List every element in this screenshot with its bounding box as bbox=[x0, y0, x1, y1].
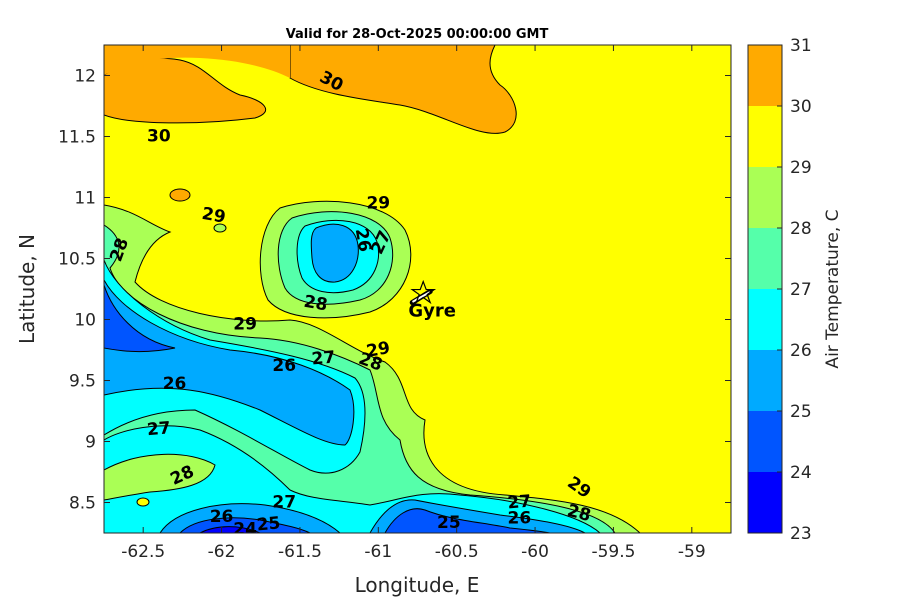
y-axis-ticks: 8.5 9 9.5 10 10.5 11 11.5 12 bbox=[58, 67, 731, 514]
x-tick-label: -62 bbox=[208, 542, 236, 562]
x-tick-label: -59 bbox=[678, 542, 706, 562]
x-tick-label: -60 bbox=[521, 542, 549, 562]
contour-label: 29 bbox=[233, 314, 257, 334]
colorbar-swatch bbox=[748, 350, 782, 411]
contour-label: 27 bbox=[146, 418, 171, 440]
y-tick-label: 10 bbox=[74, 311, 96, 331]
colorbar-tick-label: 25 bbox=[790, 402, 812, 422]
contour-label: 25 bbox=[256, 513, 281, 535]
gyre-marker: Gyre bbox=[408, 279, 456, 322]
x-axis-label: Longitude, E bbox=[355, 573, 480, 597]
band-28-29-lower-left bbox=[104, 453, 216, 501]
contour-label: 26 bbox=[163, 374, 187, 394]
band-28-29-spot bbox=[213, 223, 227, 233]
contour-label: 26 bbox=[272, 356, 296, 376]
x-tick-label: -60.5 bbox=[435, 542, 479, 562]
contour-label: 27 bbox=[507, 492, 532, 514]
y-tick-label: 9 bbox=[85, 433, 96, 453]
contour-label: 29 bbox=[366, 194, 390, 214]
gyre-marker-highlight bbox=[412, 291, 431, 303]
y-tick-label: 12 bbox=[74, 67, 96, 87]
band-23-24-main bbox=[104, 284, 176, 353]
chart-title: Valid for 28-Oct-2025 00:00:00 GMT bbox=[286, 27, 549, 42]
x-tick-label: -62.5 bbox=[121, 542, 165, 562]
colorbar-swatch bbox=[748, 106, 782, 167]
colorbar-swatch bbox=[748, 472, 782, 533]
band-28-29-bottom-spot bbox=[136, 497, 150, 507]
colorbar-swatch bbox=[748, 167, 782, 228]
contour-label: 28 bbox=[302, 292, 329, 316]
y-tick-label: 8.5 bbox=[69, 494, 96, 514]
colorbar-tick-label: 31 bbox=[790, 36, 812, 56]
star-icon bbox=[410, 279, 437, 305]
contour-label: 27 bbox=[311, 348, 336, 370]
y-axis-label: Latitude, N bbox=[15, 234, 39, 344]
colorbar-tick-label: 24 bbox=[790, 463, 812, 483]
x-axis-ticks: -62.5 -62 -61.5 -61 -60.5 -60 -59.5 -59 bbox=[121, 45, 706, 562]
y-tick-label: 10.5 bbox=[58, 250, 96, 270]
colorbar-swatch bbox=[748, 45, 782, 106]
contour-label: 29 bbox=[365, 338, 392, 362]
colorbar-tick-label: 27 bbox=[790, 280, 812, 300]
y-tick-label: 11.5 bbox=[58, 128, 96, 148]
band-29-30-top-right bbox=[289, 45, 517, 134]
colorbar-swatch bbox=[748, 289, 782, 350]
colorbar-tick-label: 29 bbox=[790, 158, 812, 178]
contour-label: 27 bbox=[272, 493, 296, 513]
contour-label: 25 bbox=[437, 513, 461, 533]
y-tick-label: 11 bbox=[74, 189, 96, 209]
contour-label: 24 bbox=[233, 519, 257, 539]
band-24-25-center bbox=[310, 223, 359, 283]
x-tick-label: -59.5 bbox=[591, 542, 635, 562]
x-tick-label: -61.5 bbox=[278, 542, 322, 562]
colorbar-tick-label: 23 bbox=[790, 524, 812, 544]
colorbar-swatch bbox=[748, 228, 782, 289]
colorbar-tick-label: 26 bbox=[790, 341, 812, 361]
colorbar: 23 24 25 26 27 28 29 30 31 bbox=[747, 36, 812, 544]
colorbar-label: Air Temperature, C bbox=[823, 209, 843, 368]
colorbar-swatch bbox=[748, 411, 782, 472]
band-bottom-25 bbox=[179, 508, 551, 533]
y-tick-label: 9.5 bbox=[69, 372, 96, 392]
x-tick-label: -61 bbox=[364, 542, 392, 562]
plot-frame bbox=[103, 44, 732, 534]
contour-label: 26 bbox=[351, 227, 375, 254]
colorbar-tick-label: 28 bbox=[790, 219, 812, 239]
band-24-25-main bbox=[104, 279, 355, 446]
contour-label: 30 bbox=[147, 127, 171, 147]
band-29-30-spot bbox=[169, 188, 191, 202]
contour-label: 29 bbox=[200, 204, 227, 228]
contour-label: 26 bbox=[508, 508, 532, 528]
gyre-label: Gyre bbox=[408, 301, 456, 322]
colorbar-tick-label: 30 bbox=[790, 97, 812, 117]
contour-label: 26 bbox=[210, 507, 234, 527]
band-29-30-top-left bbox=[104, 45, 290, 78]
